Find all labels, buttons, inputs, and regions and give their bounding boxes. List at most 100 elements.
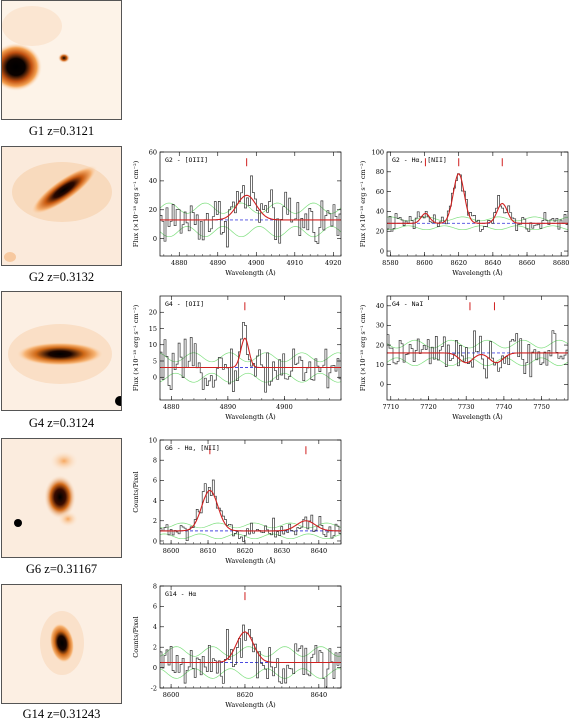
y-tick-label: 100 xyxy=(372,148,384,156)
y-axis-label: Flux (×10⁻¹⁸ erg s⁻¹ cm⁻²) xyxy=(132,160,140,247)
y-axis-label: Counts/Pixel xyxy=(132,616,140,657)
galaxy-image-g4 xyxy=(1,291,122,411)
spectrum-plot-g14-halpha: 8600 8620 8640 -2 0 2 4 6 8 G14 - Hα Wavelength (Å… xyxy=(130,582,345,710)
y-tick-label: 20 xyxy=(376,341,384,349)
plot-frame xyxy=(159,295,342,401)
y-tick-label: 4 xyxy=(153,497,157,505)
x-tick-label: 8600 xyxy=(163,547,180,555)
x-tick-label: 4910 xyxy=(287,259,304,267)
plot-area xyxy=(160,175,341,248)
x-tick-label: 4900 xyxy=(276,403,293,411)
x-axis-label: Wavelength (Å) xyxy=(225,268,276,277)
data-spectrum xyxy=(160,175,341,248)
x-tick-label: 8620 xyxy=(450,259,467,267)
x-tick-label: 8620 xyxy=(237,547,254,555)
panel-title: G2 - Hα, [NII] xyxy=(392,156,447,164)
data-spectrum xyxy=(160,321,341,393)
x-tick-label: 7740 xyxy=(496,403,513,411)
y-axis-label: Flux (×10⁻¹⁸ erg s⁻¹ cm⁻²) xyxy=(359,160,367,247)
y-axis-label: Flux (×10⁻¹⁸ erg s⁻¹ cm⁻²) xyxy=(132,304,140,391)
y-tick-label: 2 xyxy=(153,517,157,525)
error-spectrum-upper xyxy=(160,646,341,657)
y-tick-label: 60 xyxy=(376,188,384,196)
y-tick-label: 0 xyxy=(153,537,157,545)
galaxy-caption-g1: G1 z=0.3121 xyxy=(28,124,95,138)
y-tick-label: 0 xyxy=(153,374,157,382)
panel-title: G4 - [OII] xyxy=(165,300,204,308)
error-spectrum-upper xyxy=(387,339,568,349)
spectrum-plot-g2-oiii: 4880 4890 4900 4910 4920 0 20 40 60 G2 - [OIII] Wa… xyxy=(130,148,345,278)
x-tick-label: 4890 xyxy=(209,259,226,267)
plot-frame xyxy=(159,439,342,545)
x-tick-label: 7710 xyxy=(382,403,399,411)
plot-frame xyxy=(159,151,342,257)
y-tick-label: 6 xyxy=(153,477,157,485)
y-tick-label: 0 xyxy=(153,235,157,243)
error-spectrum-lower xyxy=(160,372,341,383)
x-tick-label: 8620 xyxy=(237,691,254,699)
error-spectrum-lower xyxy=(160,226,341,238)
y-tick-label: 20 xyxy=(149,206,157,214)
y-tick-label: 10 xyxy=(376,361,384,369)
plot-frame xyxy=(386,151,569,257)
plot-area xyxy=(387,173,568,232)
y-tick-label: 30 xyxy=(376,322,384,330)
y-tick-label: 5 xyxy=(153,357,157,365)
panel-title: G14 - Hα xyxy=(165,590,196,598)
y-tick-label: 40 xyxy=(376,208,384,216)
y-tick-label: 10 xyxy=(149,436,157,444)
x-tick-label: 8600 xyxy=(163,691,180,699)
panel-title: G4 - NaI xyxy=(392,300,423,308)
x-tick-label: 4890 xyxy=(220,403,237,411)
x-tick-label: 7730 xyxy=(458,403,475,411)
x-axis-label: Wavelength (Å) xyxy=(225,556,276,565)
plot-frame xyxy=(386,295,569,401)
model-fit xyxy=(160,337,341,369)
y-tick-label: -2 xyxy=(151,684,157,692)
galaxy-image-g2 xyxy=(1,146,122,266)
x-tick-label: 8600 xyxy=(416,259,433,267)
model-fit xyxy=(387,352,568,364)
plot-area xyxy=(160,321,341,393)
galaxy-image-g1 xyxy=(1,0,122,120)
x-tick-label: 4900 xyxy=(248,259,265,267)
x-tick-label: 8610 xyxy=(200,547,217,555)
x-tick-label: 4880 xyxy=(163,403,180,411)
x-axis-label: Wavelength (Å) xyxy=(225,412,276,421)
panel-title: G6 - Hα, [NII] xyxy=(165,444,220,452)
galaxy-image-g14 xyxy=(1,584,122,704)
error-spectrum-lower xyxy=(160,533,341,540)
plot-area xyxy=(160,479,341,542)
x-tick-label: 4920 xyxy=(325,259,342,267)
x-tick-label: 4880 xyxy=(171,259,188,267)
x-tick-label: 8630 xyxy=(274,547,291,555)
y-tick-label: 0 xyxy=(153,664,157,672)
y-tick-label: 40 xyxy=(376,302,384,310)
galaxy-caption-g4: G4 z=0.3124 xyxy=(28,416,95,430)
galaxy-caption-g14: G14 z=0.31243 xyxy=(22,707,101,721)
x-tick-label: 7750 xyxy=(533,403,550,411)
y-axis-label: Flux (×10⁻¹⁸ erg s⁻¹ cm⁻²) xyxy=(359,304,367,391)
galaxy-caption-g2: G2 z=0.3132 xyxy=(28,270,95,284)
spectrum-plot-g4-oiii: 4880 4890 4900 0 5 10 15 20 G4 - [OII] Wavelength… xyxy=(130,292,345,422)
galaxy-caption-g6: G6 z=0.31167 xyxy=(25,562,98,576)
x-axis-label: Wavelength (Å) xyxy=(452,268,503,277)
plot-area xyxy=(160,624,341,688)
y-tick-label: 60 xyxy=(149,148,157,156)
y-tick-label: 10 xyxy=(149,341,157,349)
y-tick-label: 20 xyxy=(149,309,157,317)
model-fit xyxy=(160,631,341,664)
y-tick-label: 2 xyxy=(153,644,157,652)
spectrum-plot-g2-halpha: 8580 8600 8620 8640 8660 8680 0 20 40 60 80 100 G2 -… xyxy=(357,148,572,278)
y-tick-label: 40 xyxy=(149,177,157,185)
y-tick-label: 0 xyxy=(380,381,384,389)
data-spectrum xyxy=(160,624,341,688)
x-tick-label: 8580 xyxy=(382,259,399,267)
x-tick-label: 7720 xyxy=(420,403,437,411)
model-fit xyxy=(160,194,341,221)
data-spectrum xyxy=(160,479,341,542)
y-tick-label: 8 xyxy=(153,582,157,590)
spectrum-plot-g4-nai: 7710 7720 7730 7740 7750 0 10 20 30 40 G4 - NaI Wav… xyxy=(357,292,572,422)
plot-frame xyxy=(159,585,342,689)
y-tick-label: 0 xyxy=(380,247,384,255)
